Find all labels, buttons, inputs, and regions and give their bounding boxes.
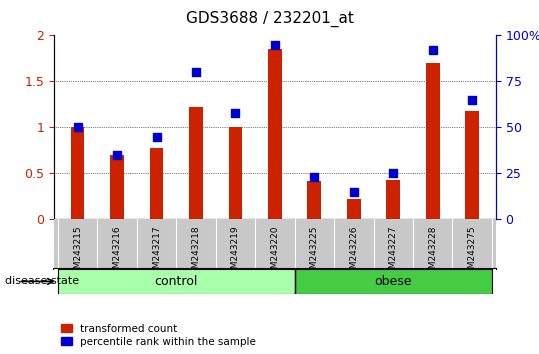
Text: GSM243225: GSM243225: [310, 225, 319, 280]
Legend: transformed count, percentile rank within the sample: transformed count, percentile rank withi…: [59, 321, 258, 349]
Text: obese: obese: [375, 275, 412, 288]
Text: GSM243226: GSM243226: [349, 225, 358, 280]
Bar: [426, 63, 440, 219]
Bar: [347, 199, 361, 219]
Point: [429, 47, 437, 53]
Bar: [150, 148, 163, 219]
Point: [468, 97, 476, 103]
Text: GSM243220: GSM243220: [271, 225, 279, 280]
Bar: [110, 155, 124, 219]
Bar: [307, 181, 321, 219]
Point: [231, 110, 240, 115]
Bar: [58, 269, 295, 294]
Point: [113, 152, 121, 158]
Text: GSM243215: GSM243215: [73, 225, 82, 280]
Bar: [386, 180, 400, 219]
Text: GSM243219: GSM243219: [231, 225, 240, 280]
Text: control: control: [155, 275, 198, 288]
Bar: [71, 127, 85, 219]
Point: [271, 42, 279, 47]
Bar: [465, 111, 479, 219]
Text: GSM243216: GSM243216: [113, 225, 121, 280]
Bar: [268, 49, 282, 219]
Text: GSM243275: GSM243275: [468, 225, 476, 280]
Text: GSM243228: GSM243228: [429, 225, 437, 280]
Text: GSM243227: GSM243227: [389, 225, 398, 280]
Point: [192, 69, 201, 75]
Point: [310, 174, 319, 180]
Bar: [295, 269, 492, 294]
Text: GSM243218: GSM243218: [191, 225, 201, 280]
Text: GSM243217: GSM243217: [152, 225, 161, 280]
Point: [389, 171, 398, 176]
Point: [349, 189, 358, 195]
Text: GDS3688 / 232201_at: GDS3688 / 232201_at: [185, 11, 354, 27]
Point: [73, 125, 82, 130]
Bar: [189, 107, 203, 219]
Bar: [229, 127, 243, 219]
Text: disease state: disease state: [5, 276, 80, 286]
Point: [152, 134, 161, 139]
